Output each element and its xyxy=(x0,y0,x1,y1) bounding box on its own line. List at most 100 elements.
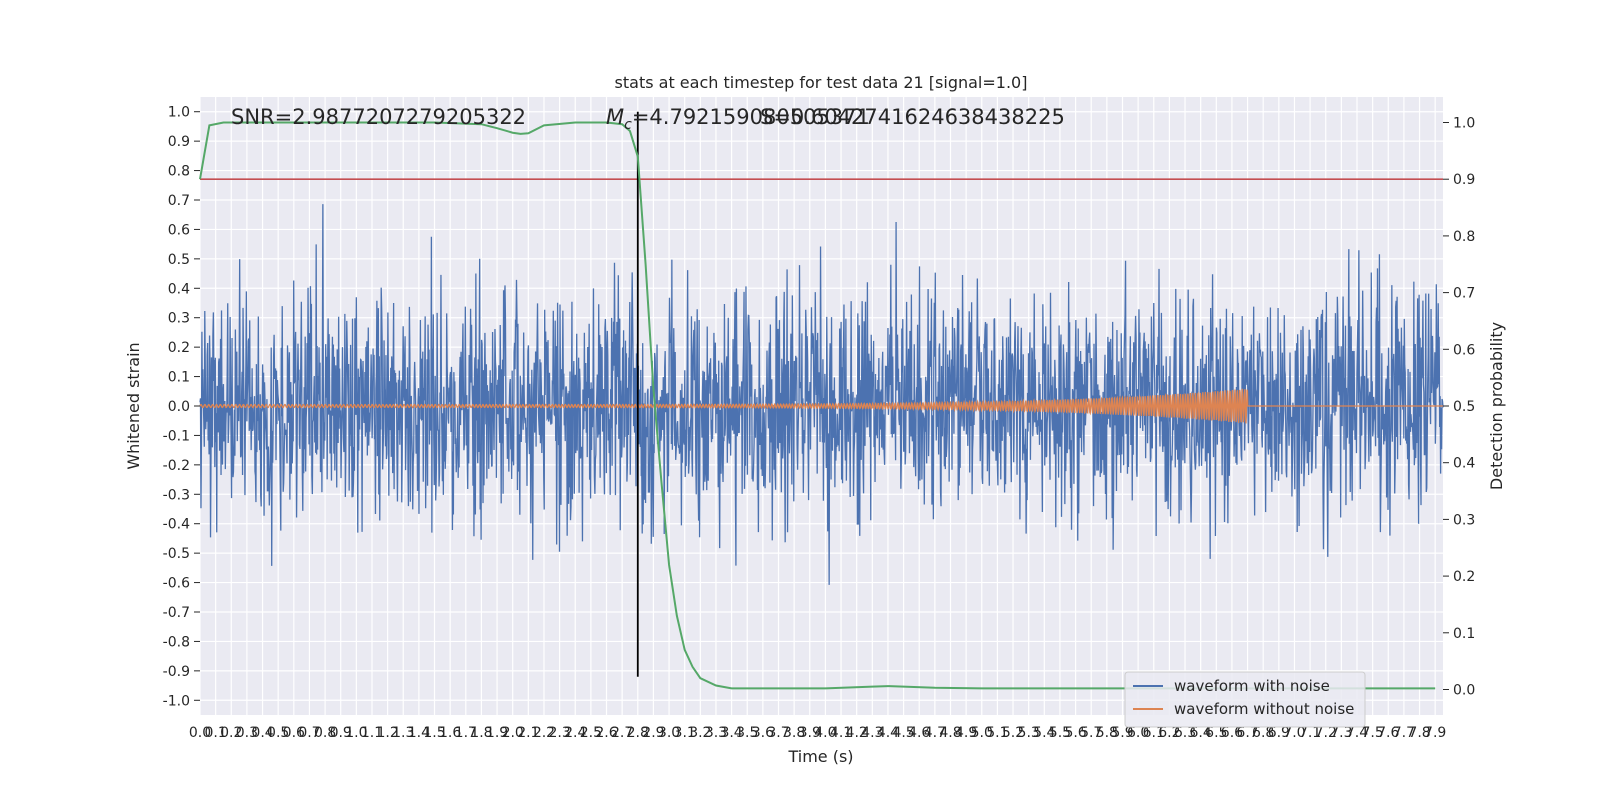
x-tick-label: 5.2 xyxy=(1002,725,1024,741)
x-tick-label: 7.1 xyxy=(1299,725,1321,741)
x-tick-label: 2.2 xyxy=(533,725,555,741)
y-tick-label-left: 0.2 xyxy=(168,340,190,356)
x-tick-label: 6.7 xyxy=(1236,725,1258,741)
x-tick-label: 0.1 xyxy=(205,725,227,741)
x-tick-label: 0.3 xyxy=(236,725,258,741)
x-tick-label: 7.3 xyxy=(1330,725,1352,741)
x-tick-label: 3.7 xyxy=(767,725,789,741)
x-tick-label: 2.8 xyxy=(627,725,649,741)
annotation-chirp-mass-value: =4.792159080505371 xyxy=(632,105,870,129)
x-tick-label: 0.5 xyxy=(267,725,289,741)
x-tick-label: 6.5 xyxy=(1205,725,1227,741)
x-tick-label: 4.4 xyxy=(877,725,899,741)
y-tick-label-right: 0.2 xyxy=(1453,569,1475,585)
y-axis-right-ticks: 0.0 0.1 0.2 0.3 0.4 0.5 0.6 0.7 0.8 0.9 1.0 xyxy=(1443,116,1475,698)
y-tick-label-left: -0.6 xyxy=(163,576,190,592)
x-tick-label: 1.1 xyxy=(361,725,383,741)
x-tick-label: 5.4 xyxy=(1033,725,1055,741)
annotation-snr: SNR=2.9877207279205322 xyxy=(231,105,526,129)
x-tick-label: 6.9 xyxy=(1268,725,1290,741)
x-tick-label: 6.3 xyxy=(1174,725,1196,741)
x-tick-label: 5.0 xyxy=(971,725,993,741)
x-tick-label: 3.2 xyxy=(689,725,711,741)
y-tick-label-left: 0.1 xyxy=(168,370,190,386)
x-tick-label: 1.0 xyxy=(345,725,367,741)
x-tick-label: 1.9 xyxy=(486,725,508,741)
x-tick-label: 3.6 xyxy=(752,725,774,741)
y-tick-label-right: 0.0 xyxy=(1453,682,1475,698)
x-tick-label: 0.6 xyxy=(283,725,305,741)
x-tick-label: 6.4 xyxy=(1190,725,1212,741)
y-tick-label-left: 0.8 xyxy=(168,164,190,180)
x-tick-label: 1.7 xyxy=(455,725,477,741)
x-tick-label: 2.3 xyxy=(548,725,570,741)
y-axis-left-ticks: -1.0 -0.9 -0.8 -0.7 -0.6 -0.5 -0.4 -0.3 -0.2 -0.1… xyxy=(163,105,200,709)
legend-label-noise: waveform with noise xyxy=(1174,677,1330,695)
y-tick-label-left: 0.6 xyxy=(168,222,190,238)
x-tick-label: 3.9 xyxy=(799,725,821,741)
x-tick-label: 1.8 xyxy=(470,725,492,741)
y-tick-label-left: 0.7 xyxy=(168,193,190,209)
chirp-trace xyxy=(199,388,1443,424)
x-tick-label: 2.7 xyxy=(611,725,633,741)
annotation-chirp-mass-sub: c xyxy=(624,117,632,133)
chart-title: stats at each timestep for test data 21 … xyxy=(615,73,1028,92)
x-tick-label: 7.2 xyxy=(1315,725,1337,741)
x-tick-label: 6.1 xyxy=(1143,725,1165,741)
y-tick-label-right: 0.3 xyxy=(1453,512,1475,528)
y-axis-left-label: Whitened strain xyxy=(124,342,143,469)
y-tick-label-right: 0.7 xyxy=(1453,286,1475,302)
x-tick-label: 7.8 xyxy=(1408,725,1430,741)
y-tick-label-left: 0.5 xyxy=(168,252,190,268)
x-tick-label: 4.0 xyxy=(814,725,836,741)
x-tick-label: 0.8 xyxy=(314,725,336,741)
y-tick-label-left: -0.1 xyxy=(163,428,190,444)
x-tick-label: 5.6 xyxy=(1064,725,1086,741)
x-tick-label: 2.5 xyxy=(580,725,602,741)
x-tick-label: 7.7 xyxy=(1393,725,1415,741)
x-tick-label: 6.6 xyxy=(1221,725,1243,741)
x-tick-label: 7.9 xyxy=(1424,725,1446,741)
y-tick-label-left: 0.3 xyxy=(168,311,190,327)
x-tick-label: 5.3 xyxy=(1018,725,1040,741)
x-tick-label: 4.2 xyxy=(846,725,868,741)
series-detection-probability xyxy=(199,121,1436,690)
x-tick-label: 0.2 xyxy=(220,725,242,741)
x-tick-label: 4.5 xyxy=(892,725,914,741)
y-tick-label-left: 0.9 xyxy=(168,134,190,150)
annotation-s-value: S=0.6042741624638438225 xyxy=(760,105,1065,129)
x-tick-label: 4.3 xyxy=(861,725,883,741)
x-tick-label: 3.1 xyxy=(674,725,696,741)
x-tick-label: 5.1 xyxy=(986,725,1008,741)
y-tick-label-left: -0.2 xyxy=(163,458,190,474)
y-axis-right-label: Detection probability xyxy=(1487,322,1506,490)
x-tick-label: 6.2 xyxy=(1158,725,1180,741)
x-tick-label: 7.0 xyxy=(1283,725,1305,741)
x-tick-label: 0.0 xyxy=(189,725,211,741)
y-tick-label-right: 1.0 xyxy=(1453,116,1475,132)
x-tick-label: 0.9 xyxy=(330,725,352,741)
x-tick-label: 1.4 xyxy=(408,725,430,741)
x-tick-label: 6.8 xyxy=(1252,725,1274,741)
y-tick-label-left: -0.5 xyxy=(163,546,190,562)
x-tick-label: 7.6 xyxy=(1377,725,1399,741)
x-tick-label: 7.4 xyxy=(1346,725,1368,741)
y-tick-label-left: 0.0 xyxy=(168,399,190,415)
x-tick-label: 4.8 xyxy=(939,725,961,741)
x-tick-label: 3.3 xyxy=(705,725,727,741)
y-tick-label-right: 0.1 xyxy=(1453,626,1475,642)
x-tick-label: 1.5 xyxy=(423,725,445,741)
annotation-chirp-mass: Mc=4.792159080505371 xyxy=(606,105,870,133)
noise-trace xyxy=(199,204,1444,585)
x-tick-label: 4.9 xyxy=(955,725,977,741)
x-tick-label: 4.6 xyxy=(908,725,930,741)
y-tick-label-left: -1.0 xyxy=(163,693,190,709)
y-tick-label-right: 0.8 xyxy=(1453,229,1475,245)
y-tick-label-right: 0.5 xyxy=(1453,399,1475,415)
x-tick-label: 3.0 xyxy=(658,725,680,741)
x-tick-label: 7.5 xyxy=(1362,725,1384,741)
y-tick-label-right: 0.9 xyxy=(1453,172,1475,188)
annotation-chirp-mass-symbol: M xyxy=(606,105,624,129)
x-tick-label: 1.3 xyxy=(392,725,414,741)
